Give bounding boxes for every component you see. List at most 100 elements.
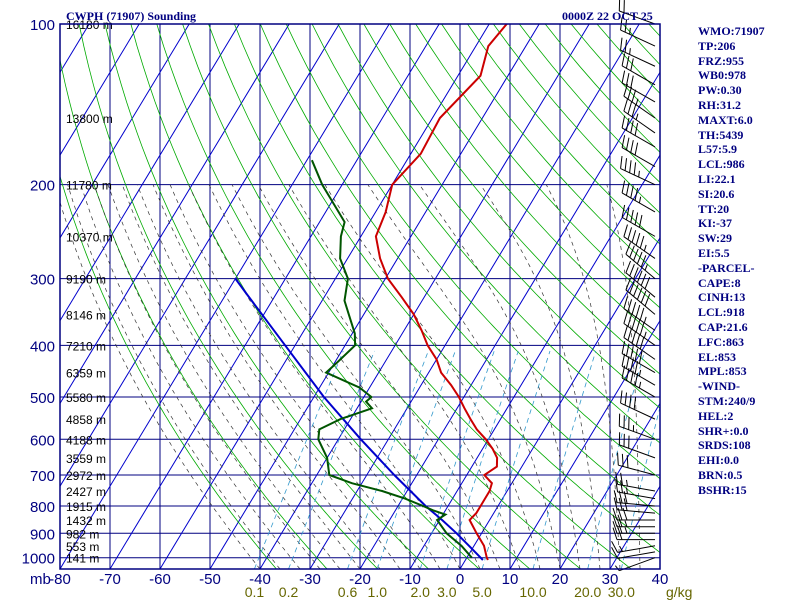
wind-barb: [620, 390, 656, 420]
wind-barb-feather: [627, 101, 633, 115]
moist-adiabat-line: [169, 184, 421, 569]
wind-barb-feather: [625, 242, 632, 255]
index-item: LCL:986: [698, 157, 745, 172]
wind-barb: [621, 115, 656, 148]
mixing-ratio-label: 30.0: [608, 584, 635, 600]
index-item: LFC:863: [698, 334, 744, 349]
moist-adiabat-line: [324, 184, 541, 569]
index-item: BSHR:15: [698, 482, 747, 497]
mixing-ratio-label: 0.1: [245, 584, 265, 600]
wind-barb-feather: [611, 547, 619, 559]
wind-barb-staff: [621, 127, 656, 148]
moist-adiabat-line: [152, 184, 401, 569]
index-item: SRDS:108: [698, 438, 751, 453]
chart-grid: [0, 24, 660, 569]
wind-barb-feather: [630, 209, 634, 223]
wind-barb-staff: [621, 216, 656, 237]
pressure-label: 100: [30, 17, 55, 34]
dry-adiabat-line: [60, 175, 277, 569]
mixing-ratio-label: 2.0: [410, 584, 430, 600]
wind-barb-feather: [633, 162, 637, 175]
wind-barb-feather: [621, 453, 624, 467]
wind-barb-half-feather: [629, 48, 631, 55]
dry-adiabat-line: [208, 24, 632, 569]
wind-barb-half-feather: [635, 98, 639, 105]
wind-barb-half-feather: [638, 369, 642, 377]
moist-adiabat-line: [136, 184, 381, 569]
moist-adiabat-line: [60, 201, 261, 569]
wind-barb-feather: [634, 348, 639, 362]
pressure-label: 1000: [22, 551, 55, 568]
wind-barb-feather: [629, 264, 635, 277]
mixing-ratio-line: [347, 350, 429, 569]
temperature-tick-label: -60: [149, 571, 171, 588]
moist-adiabat-line: [367, 184, 561, 569]
wind-barb-staff: [619, 444, 656, 459]
temperature-tick-label: 0: [456, 571, 464, 588]
wind-barb-staff: [621, 82, 656, 103]
wind-barb: [623, 296, 656, 331]
moist-adiabat-line: [231, 184, 481, 569]
wind-barb-feather: [625, 182, 630, 196]
pressure-label: 300: [30, 272, 55, 289]
wind-barb-feather: [621, 180, 626, 194]
wind-barb-feather: [625, 356, 630, 369]
dry-adiabat-line: [415, 24, 660, 309]
wind-barb-half-feather: [624, 520, 628, 527]
mixing-ratio-label: 10.0: [519, 584, 546, 600]
mixing-ratio-unit-label: g/kg: [666, 584, 692, 600]
isotherm-line: [159, 24, 490, 569]
wind-barb-staff: [625, 272, 656, 298]
chart-datetime: 0000Z 22 OCT 25: [562, 9, 653, 23]
wind-barb-feather: [634, 187, 639, 201]
isotherm-line: [0, 24, 39, 569]
wind-barb-feather: [620, 480, 623, 493]
dry-adiabat-line: [570, 24, 660, 124]
wind-barb-feather: [638, 351, 643, 364]
height-label: 3559 m: [66, 452, 106, 466]
wind-barb-feather: [627, 314, 633, 327]
index-item: WMO:71907: [698, 24, 765, 38]
wind-barb-feather: [631, 89, 637, 103]
pressure-label: 700: [30, 468, 55, 485]
wind-barb-feather: [634, 122, 639, 136]
height-label: 1432 m: [66, 514, 106, 528]
wind-barb-feather: [620, 155, 623, 169]
index-item: EHI:0.0: [698, 453, 740, 468]
wind-barb-feather: [635, 233, 641, 246]
wind-barb-feather: [625, 343, 630, 357]
wind-barb-feather: [617, 521, 623, 534]
pressure-label: 500: [30, 390, 55, 407]
temperature-tick-label: -80: [49, 571, 71, 588]
wind-barb-staff: [625, 289, 656, 315]
wind-barb-feather: [636, 287, 643, 300]
wind-barb-feather: [633, 396, 637, 410]
wind-barb-feather: [624, 39, 628, 53]
height-label: 4858 m: [66, 413, 106, 427]
height-label: 1915 m: [66, 500, 106, 514]
height-label: 2972 m: [66, 469, 106, 483]
wind-barb-feather: [620, 390, 623, 404]
wind-barb-half-feather: [626, 479, 628, 487]
wind-barb-feather: [639, 307, 645, 321]
wind-barb-feather: [640, 273, 647, 286]
index-item: KI:-37: [698, 216, 732, 231]
wind-barb-staff: [625, 253, 656, 280]
isotherm-line: [60, 24, 340, 488]
wind-barb-staff: [620, 49, 656, 67]
dewpoint-profile-line: [310, 159, 473, 559]
index-item: RH:31.2: [698, 97, 741, 112]
wind-barb-feather: [617, 514, 623, 527]
wind-barb-feather: [629, 281, 635, 294]
wind-barb-feather: [633, 284, 639, 297]
wind-barb-feather: [631, 302, 637, 315]
wind-barb-feather: [629, 245, 635, 258]
wind-barb: [612, 521, 655, 534]
moist-adiabat-line: [80, 184, 301, 569]
wind-barb-half-feather: [619, 545, 623, 552]
moist-adiabat-line: [67, 184, 281, 569]
wind-barb-feather: [634, 212, 639, 225]
index-item: EL:853: [698, 349, 737, 364]
index-item: WB0:978: [698, 68, 746, 83]
